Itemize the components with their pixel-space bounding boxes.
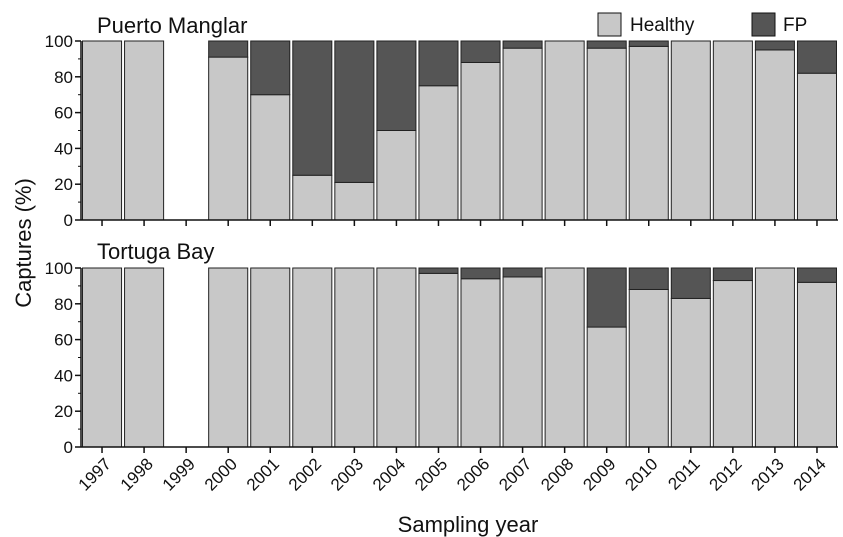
panel-title: Tortuga Bay xyxy=(97,239,214,264)
x-tick-label-2000: 2000 xyxy=(201,454,241,494)
x-tick-label-2008: 2008 xyxy=(537,454,577,494)
y-tick-label: 100 xyxy=(45,32,73,51)
panel-0: Puerto Manglar 0 20 40 60 80 100 xyxy=(45,13,838,230)
y-axis-title: Captures (%) xyxy=(11,178,36,308)
bar-fp-2011 xyxy=(670,267,711,299)
y-tick-label: 40 xyxy=(54,139,73,158)
bar-healthy-2002 xyxy=(292,267,333,448)
bar-healthy-2014 xyxy=(796,72,838,221)
bar-healthy-2012 xyxy=(712,40,753,221)
bar-healthy-1998 xyxy=(124,267,165,448)
bar-healthy-2006 xyxy=(460,61,501,221)
panel-1: Tortuga Bay 0 20 40 60 80 100 xyxy=(45,239,838,457)
bar-fp-2010 xyxy=(628,40,669,47)
y-tick-label: 20 xyxy=(54,402,73,421)
bar-healthy-2000 xyxy=(208,267,249,448)
bar-healthy-1997 xyxy=(82,267,123,448)
bar-healthy-2006 xyxy=(460,278,501,448)
x-tick-label-1997: 1997 xyxy=(75,454,115,494)
bar-healthy-2014 xyxy=(796,281,838,448)
bar-fp-2004 xyxy=(376,40,417,131)
bar-fp-2003 xyxy=(334,40,375,183)
x-tick-label-2001: 2001 xyxy=(243,454,283,494)
bar-fp-2009 xyxy=(586,267,627,328)
bar-fp-2001 xyxy=(250,40,291,96)
x-tick-label-1999: 1999 xyxy=(159,454,199,494)
bar-healthy-2001 xyxy=(250,94,291,221)
y-tick-label: 60 xyxy=(54,331,73,350)
bar-healthy-2000 xyxy=(208,56,249,221)
bar-healthy-2008 xyxy=(544,40,585,221)
bar-fp-2007 xyxy=(502,40,543,49)
x-tick-label-2003: 2003 xyxy=(327,454,367,494)
legend-swatch-fp xyxy=(751,12,776,37)
bar-fp-2009 xyxy=(586,40,627,49)
y-tick-label: 80 xyxy=(54,68,73,87)
bar-fp-2002 xyxy=(292,40,333,176)
x-tick-label-2005: 2005 xyxy=(411,454,451,494)
legend-label-healthy: Healthy xyxy=(630,15,695,36)
bar-fp-2012 xyxy=(712,267,753,282)
bar-healthy-2003 xyxy=(334,267,375,448)
y-tick-label: 0 xyxy=(64,438,73,457)
x-tick-label-2012: 2012 xyxy=(706,454,746,494)
bar-healthy-2005 xyxy=(418,272,459,448)
x-tick-label-2009: 2009 xyxy=(579,454,619,494)
bar-healthy-2004 xyxy=(376,267,417,448)
y-tick-label: 100 xyxy=(45,259,73,278)
x-tick-label-2010: 2010 xyxy=(621,454,661,494)
bar-healthy-2011 xyxy=(670,40,711,221)
bar-fp-2007 xyxy=(502,267,543,278)
y-tick-label: 60 xyxy=(54,104,73,123)
y-tick-label: 40 xyxy=(54,366,73,385)
legend: Healthy FP xyxy=(597,12,807,37)
bar-fp-2006 xyxy=(460,40,501,63)
bar-fp-2014 xyxy=(796,267,838,283)
bar-healthy-2010 xyxy=(628,45,669,221)
bar-healthy-1998 xyxy=(124,40,165,221)
y-tick-label: 20 xyxy=(54,175,73,194)
x-tick-label-2011: 2011 xyxy=(664,454,703,493)
x-tick-label-2006: 2006 xyxy=(453,454,493,494)
bar-healthy-2012 xyxy=(712,280,753,448)
x-tick-label-2014: 2014 xyxy=(790,454,830,494)
bar-fp-2014 xyxy=(796,40,838,74)
bar-healthy-2005 xyxy=(418,85,459,221)
bar-healthy-2009 xyxy=(586,47,627,221)
bar-healthy-2002 xyxy=(292,174,333,221)
bar-fp-2000 xyxy=(208,40,249,58)
x-tick-label-2007: 2007 xyxy=(495,454,535,494)
bar-healthy-1997 xyxy=(82,40,123,221)
bar-fp-2013 xyxy=(754,40,795,51)
y-tick-label: 0 xyxy=(64,211,73,230)
panel-title: Puerto Manglar xyxy=(97,13,247,38)
x-tick-label-2002: 2002 xyxy=(285,454,325,494)
x-tick-label-1998: 1998 xyxy=(117,454,157,494)
bar-healthy-2008 xyxy=(544,267,585,448)
legend-swatch-healthy xyxy=(597,12,622,37)
bar-healthy-2011 xyxy=(670,297,711,448)
bar-fp-2010 xyxy=(628,267,669,290)
x-tick-label-2004: 2004 xyxy=(369,454,409,494)
bar-healthy-2010 xyxy=(628,288,669,448)
x-axis-title: Sampling year xyxy=(398,512,539,537)
bar-fp-2006 xyxy=(460,267,501,280)
bar-healthy-2007 xyxy=(502,47,543,221)
x-tick-label-2013: 2013 xyxy=(748,454,788,494)
bar-healthy-2013 xyxy=(754,49,795,221)
bar-healthy-2007 xyxy=(502,276,543,448)
chart-panels: Puerto Manglar 0 20 40 60 80 100 Tortuga Bay 0 20… xyxy=(45,13,838,495)
bar-healthy-2004 xyxy=(376,130,417,221)
legend-label-fp: FP xyxy=(783,15,807,36)
bar-healthy-2003 xyxy=(334,181,375,221)
bar-healthy-2013 xyxy=(754,267,795,448)
y-tick-label: 80 xyxy=(54,295,73,314)
bar-healthy-2001 xyxy=(250,267,291,448)
bar-healthy-2009 xyxy=(586,326,627,448)
bar-fp-2005 xyxy=(418,267,459,274)
bar-fp-2005 xyxy=(418,40,459,87)
